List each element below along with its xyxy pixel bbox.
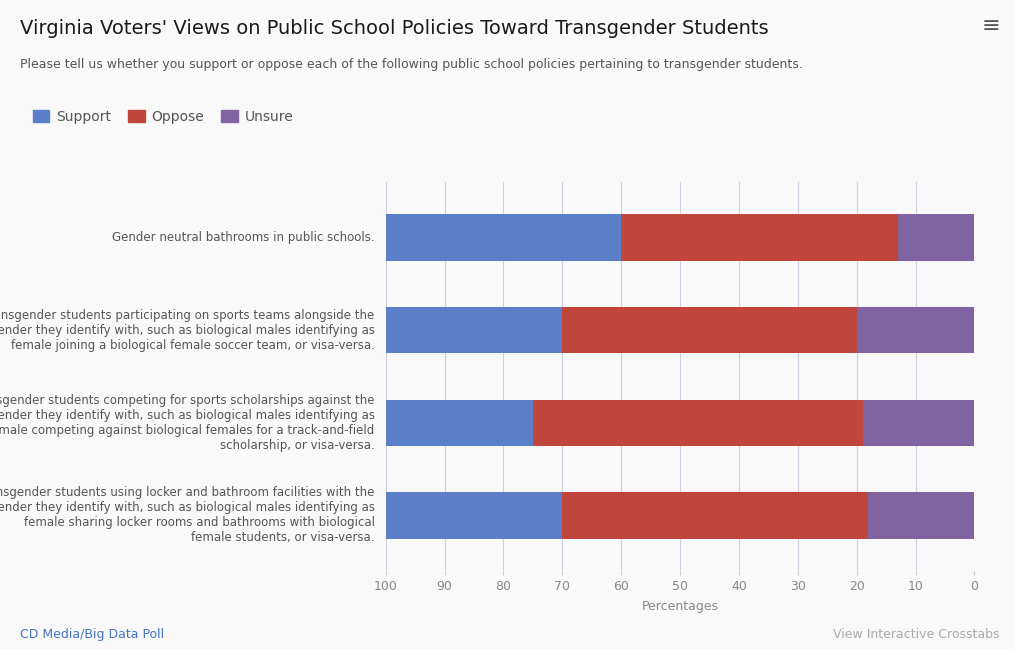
Bar (869, 493, 974, 539)
Bar (562, 307, 857, 353)
Bar (898, 214, 974, 260)
Bar (562, 493, 869, 539)
Text: View Interactive Crosstabs: View Interactive Crosstabs (833, 628, 1000, 641)
Text: Virginia Voters' Views on Public School Policies Toward Transgender Students: Virginia Voters' Views on Public School … (20, 19, 769, 38)
Text: ≡: ≡ (982, 16, 1000, 36)
X-axis label: Percentages: Percentages (641, 600, 719, 613)
Bar (621, 214, 898, 260)
Bar (863, 400, 974, 446)
Bar (386, 400, 533, 446)
Text: CD Media/Big Data Poll: CD Media/Big Data Poll (20, 628, 164, 641)
Bar (386, 307, 562, 353)
Legend: Support, Oppose, Unsure: Support, Oppose, Unsure (27, 104, 299, 129)
Text: Please tell us whether you support or oppose each of the following public school: Please tell us whether you support or op… (20, 58, 803, 71)
Bar (857, 307, 974, 353)
Bar (386, 493, 562, 539)
Bar (533, 400, 863, 446)
Bar (386, 214, 621, 260)
